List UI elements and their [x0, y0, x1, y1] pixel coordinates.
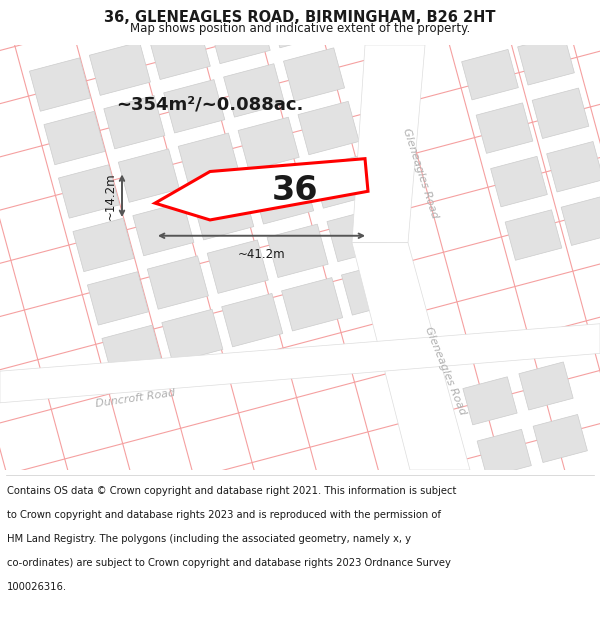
Polygon shape [298, 101, 359, 155]
Polygon shape [162, 309, 223, 362]
Text: 100026316.: 100026316. [7, 582, 67, 592]
Text: 36: 36 [272, 174, 318, 207]
Polygon shape [224, 64, 285, 117]
Polygon shape [547, 141, 600, 192]
Polygon shape [155, 159, 368, 220]
Polygon shape [352, 242, 470, 470]
Polygon shape [341, 262, 403, 315]
Polygon shape [476, 103, 533, 153]
Polygon shape [58, 165, 119, 218]
Text: Map shows position and indicative extent of the property.: Map shows position and indicative extent… [130, 22, 470, 35]
Text: Contains OS data © Crown copyright and database right 2021. This information is : Contains OS data © Crown copyright and d… [7, 486, 457, 496]
Polygon shape [463, 377, 517, 425]
Polygon shape [352, 45, 425, 242]
Polygon shape [532, 88, 589, 139]
Text: to Crown copyright and database rights 2023 and is reproduced with the permissio: to Crown copyright and database rights 2… [7, 509, 441, 519]
Text: 36, GLENEAGLES ROAD, BIRMINGHAM, B26 2HT: 36, GLENEAGLES ROAD, BIRMINGHAM, B26 2HT [104, 10, 496, 25]
Text: Gleneagles Road: Gleneagles Road [401, 127, 439, 220]
Polygon shape [519, 362, 573, 410]
Text: HM Land Registry. The polygons (including the associated geometry, namely x, y: HM Land Registry. The polygons (includin… [7, 534, 411, 544]
Polygon shape [207, 240, 268, 293]
Text: ~14.2m: ~14.2m [104, 172, 117, 219]
Polygon shape [44, 111, 105, 165]
Polygon shape [477, 429, 532, 478]
Polygon shape [149, 26, 211, 79]
Polygon shape [148, 256, 208, 309]
Polygon shape [102, 325, 163, 379]
Polygon shape [313, 155, 374, 208]
Polygon shape [89, 42, 151, 96]
Polygon shape [73, 218, 134, 272]
Text: co-ordinates) are subject to Crown copyright and database rights 2023 Ordnance S: co-ordinates) are subject to Crown copyr… [7, 558, 451, 568]
Text: Duncroft Road: Duncroft Road [95, 388, 176, 409]
Polygon shape [283, 48, 344, 101]
Polygon shape [221, 293, 283, 347]
Polygon shape [253, 171, 314, 224]
Polygon shape [281, 278, 343, 331]
Polygon shape [29, 58, 91, 111]
Polygon shape [133, 202, 194, 256]
Polygon shape [104, 96, 165, 149]
Polygon shape [505, 210, 562, 260]
Polygon shape [238, 117, 299, 171]
Polygon shape [267, 224, 328, 278]
Polygon shape [491, 156, 547, 207]
Polygon shape [269, 0, 330, 48]
Polygon shape [164, 79, 225, 133]
Polygon shape [178, 133, 239, 186]
Polygon shape [561, 195, 600, 246]
Polygon shape [88, 272, 149, 325]
Polygon shape [327, 208, 388, 262]
Polygon shape [461, 49, 518, 100]
Polygon shape [518, 34, 574, 85]
Text: Gleneagles Road: Gleneagles Road [423, 326, 467, 417]
Polygon shape [118, 149, 179, 202]
Polygon shape [193, 186, 254, 240]
Polygon shape [0, 324, 600, 402]
Polygon shape [533, 414, 587, 462]
Polygon shape [209, 10, 270, 64]
Text: ~354m²/~0.088ac.: ~354m²/~0.088ac. [116, 95, 304, 113]
Text: ~41.2m: ~41.2m [238, 248, 286, 261]
